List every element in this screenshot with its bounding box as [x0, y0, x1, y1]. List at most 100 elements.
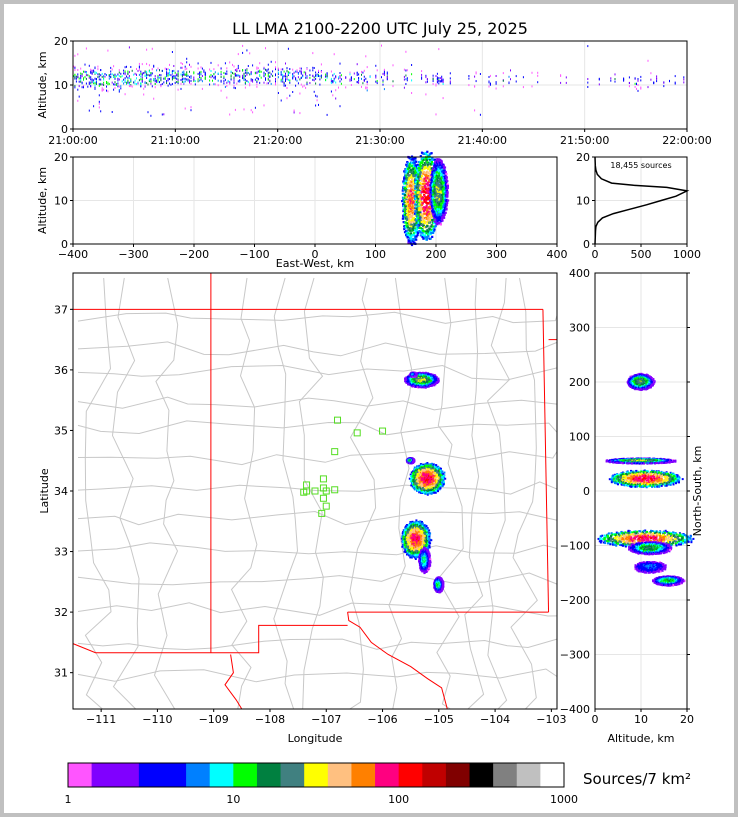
source-mark: [181, 74, 183, 76]
source-mark: [243, 78, 245, 81]
density-cell: [438, 166, 441, 169]
source-mark: [138, 62, 140, 65]
density-cell: [408, 227, 411, 230]
source-mark: [166, 75, 168, 78]
source-mark: [124, 79, 126, 82]
source-mark: [157, 79, 159, 82]
source-mark: [93, 80, 95, 83]
density-cell: [423, 480, 426, 482]
density-cell: [414, 558, 417, 560]
density-cell: [412, 528, 415, 531]
density-cell: [426, 161, 429, 164]
source-mark: [150, 78, 152, 81]
plan-view-map-panel: −111 −110 −109 −108 −107 −106 −105 −104 −1033132…: [38, 272, 566, 745]
source-mark: [173, 65, 175, 67]
source-mark: [230, 78, 232, 81]
source-mark: [282, 77, 284, 80]
density-cell: [429, 194, 432, 197]
density-cell: [413, 157, 416, 160]
density-cell: [434, 491, 437, 494]
density-cell: [427, 466, 430, 469]
source-mark: [217, 64, 219, 67]
density-cell: [405, 167, 408, 170]
source-mark: [183, 72, 185, 75]
density-cell: [406, 178, 409, 181]
source-mark: [143, 72, 145, 75]
source-mark: [104, 75, 106, 78]
density-cell: [417, 173, 420, 176]
density-cell: [408, 240, 411, 243]
density-cell: [421, 197, 424, 200]
source-mark: [186, 67, 188, 70]
source-mark: [421, 76, 423, 79]
source-mark: [167, 84, 169, 87]
source-mark: [124, 80, 126, 83]
source-mark: [113, 83, 115, 86]
density-cell: [417, 217, 420, 220]
source-mark: [81, 86, 83, 89]
density-cell: [435, 165, 438, 168]
density-cell: [417, 551, 420, 554]
density-cell: [424, 164, 427, 167]
density-cell: [422, 165, 425, 168]
source-mark: [335, 75, 337, 78]
source-mark: [256, 85, 258, 88]
source-mark: [280, 78, 282, 81]
source-mark: [75, 75, 77, 78]
density-cell: [409, 184, 413, 187]
source-mark: [201, 75, 203, 77]
source-mark: [134, 82, 136, 85]
density-cell: [423, 194, 426, 198]
density-cell: [416, 188, 420, 191]
source-mark: [90, 78, 92, 81]
source-mark: [95, 71, 97, 74]
density-cell: [429, 205, 432, 208]
density-cell: [429, 169, 432, 172]
source-mark: [508, 82, 510, 85]
source-mark: [350, 84, 352, 86]
density-cell: [431, 488, 434, 491]
density-cell: [435, 480, 438, 483]
source-mark: [106, 81, 107, 83]
density-cell: [422, 529, 425, 532]
source-mark: [223, 82, 225, 85]
source-mark: [114, 87, 116, 89]
density-cell: [408, 530, 411, 533]
density-cell: [414, 478, 417, 481]
source-mark: [120, 87, 122, 90]
source-mark: [144, 70, 146, 73]
density-cell: [415, 542, 417, 545]
density-cell: [409, 174, 412, 177]
source-mark: [313, 79, 315, 82]
density-cell: [414, 167, 417, 170]
density-cell: [408, 533, 411, 536]
source-mark: [637, 78, 639, 80]
source-mark: [130, 78, 132, 81]
source-mark: [299, 70, 301, 73]
density-cell: [413, 546, 416, 549]
source-mark: [116, 83, 117, 86]
source-mark: [250, 79, 252, 82]
density-cell: [422, 182, 425, 185]
density-cell: [415, 219, 418, 222]
density-cell: [403, 178, 406, 181]
density-cell: [414, 486, 417, 489]
source-mark: [383, 72, 385, 75]
source-mark: [683, 81, 685, 84]
density-cell: [431, 207, 434, 210]
source-mark: [186, 71, 188, 74]
density-cell: [426, 236, 429, 239]
source-mark: [282, 80, 284, 83]
density-cell: [410, 524, 413, 527]
source-mark: [108, 77, 110, 80]
source-mark: [106, 85, 107, 88]
density-cell: [423, 545, 426, 548]
density-cell: [439, 161, 442, 165]
density-cell: [436, 220, 439, 223]
density-cell: [403, 208, 406, 211]
density-cell: [412, 470, 414, 473]
source-mark: [186, 61, 188, 64]
density-cell: [433, 228, 436, 231]
source-mark: [74, 73, 76, 76]
source-mark: [249, 52, 251, 55]
